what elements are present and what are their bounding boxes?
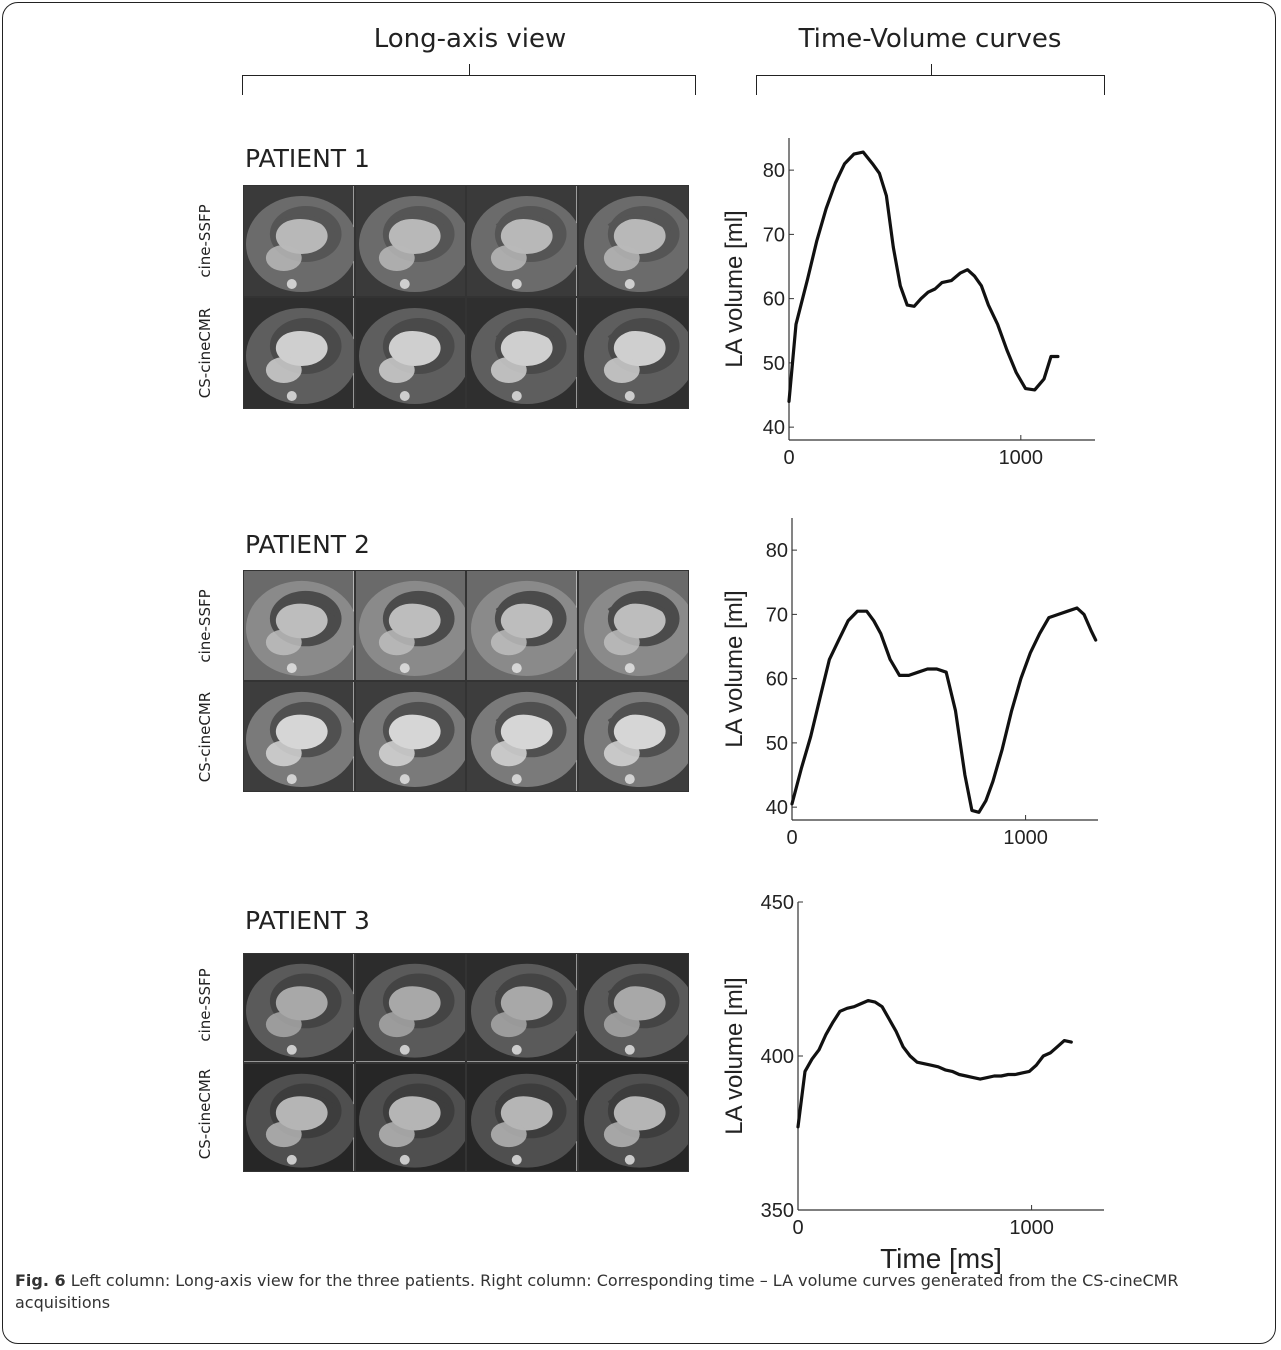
mri-frame	[466, 570, 578, 681]
y-tick-label: 400	[761, 1046, 794, 1068]
bracket-right	[756, 64, 1105, 95]
mri-frame	[243, 953, 355, 1063]
chart-svg-patient-1: 40 50 60 70 80 0 1000 LA volume [ml]	[721, 138, 1095, 469]
mri-frame	[243, 185, 355, 297]
y-tick-label: 60	[763, 289, 785, 311]
x-axis-label: Time [ms]	[880, 1243, 1002, 1274]
x-tick-label: 0	[792, 1217, 803, 1239]
mri-frame	[466, 297, 578, 409]
mri-frame	[577, 953, 689, 1063]
mri-frame	[354, 1062, 466, 1172]
row-label-cine-ssfp: cine-SSFP	[196, 204, 214, 278]
patient-3-title: PATIENT 3	[245, 906, 370, 935]
mri-grid-patient-2	[243, 570, 689, 792]
chart-patient-2: 40 50 60 70 80 0 1000 LA volume [ml]	[720, 512, 1120, 862]
row-label-cine-ssfp: cine-SSFP	[196, 968, 214, 1042]
series-line	[787, 150, 1060, 403]
y-tick-label: 40	[766, 797, 788, 819]
y-tick-label: 40	[763, 417, 785, 439]
mri-frame	[466, 185, 578, 297]
y-axis-label: LA volume [ml]	[721, 590, 748, 747]
x-tick-label: 0	[783, 447, 794, 469]
y-tick-label: 70	[763, 224, 785, 246]
x-tick-label: 0	[786, 827, 797, 849]
x-tick-label: 1000	[1009, 1217, 1054, 1239]
patient-2-title: PATIENT 2	[245, 530, 370, 559]
y-tick-label: 50	[766, 733, 788, 755]
row-label-cs-cinecmr: CS-cineCMR	[196, 1068, 214, 1160]
mri-grid-patient-1	[243, 185, 689, 409]
mri-frame	[466, 953, 578, 1063]
mri-frame	[354, 297, 466, 409]
chart-patient-3: 350 400 450 0 1000 LA volume [ml] Time [ms]	[720, 888, 1120, 1288]
y-axis-label: LA volume [ml]	[721, 977, 748, 1134]
mri-frame	[577, 297, 689, 409]
mri-frame	[354, 953, 466, 1063]
chart-svg-patient-3: 350 400 450 0 1000 LA volume [ml] Time [ms]	[721, 892, 1104, 1274]
mri-frame	[354, 570, 466, 681]
mri-frame	[243, 1062, 355, 1172]
figure-label: Fig. 6	[15, 1271, 66, 1290]
x-tick-label: 1000	[1003, 827, 1048, 849]
y-tick-label: 80	[763, 160, 785, 182]
mri-grid-patient-3	[243, 953, 689, 1172]
caption-text: Left column: Long-axis view for the thre…	[15, 1271, 1179, 1312]
row-label-cine-ssfp: cine-SSFP	[196, 589, 214, 663]
mri-frame	[577, 570, 689, 681]
y-tick-label: 60	[766, 669, 788, 691]
mri-frame	[466, 681, 578, 792]
mri-frame	[577, 185, 689, 297]
series-line	[790, 606, 1098, 814]
y-tick-label: 350	[761, 1200, 794, 1222]
y-tick-label: 50	[763, 353, 785, 375]
y-tick-label: 80	[766, 540, 788, 562]
y-tick-label: 450	[761, 892, 794, 914]
mri-frame	[354, 185, 466, 297]
x-tick-label: 1000	[999, 447, 1043, 469]
header-time-volume-curves: Time-Volume curves	[798, 24, 1062, 54]
row-label-cs-cinecmr: CS-cineCMR	[196, 307, 214, 399]
mri-frame	[354, 681, 466, 792]
row-label-cs-cinecmr: CS-cineCMR	[196, 691, 214, 783]
mri-frame	[243, 681, 355, 792]
bracket-left	[242, 64, 696, 95]
mri-frame	[243, 570, 355, 681]
mri-frame	[466, 1062, 578, 1172]
y-tick-label: 70	[766, 604, 788, 626]
chart-patient-1: 40 50 60 70 80 0 1000 LA volume [ml]	[720, 130, 1120, 490]
mri-frame	[243, 297, 355, 409]
mri-frame	[577, 1062, 689, 1172]
mri-frame	[577, 681, 689, 792]
header-long-axis-view: Long-axis view	[373, 24, 567, 54]
patient-1-title: PATIENT 1	[245, 144, 370, 173]
series-line	[796, 998, 1073, 1129]
y-axis-label: LA volume [ml]	[721, 210, 748, 367]
figure-caption: Fig. 6 Left column: Long-axis view for t…	[15, 1270, 1255, 1314]
chart-svg-patient-2: 40 50 60 70 80 0 1000 LA volume [ml]	[721, 518, 1098, 849]
